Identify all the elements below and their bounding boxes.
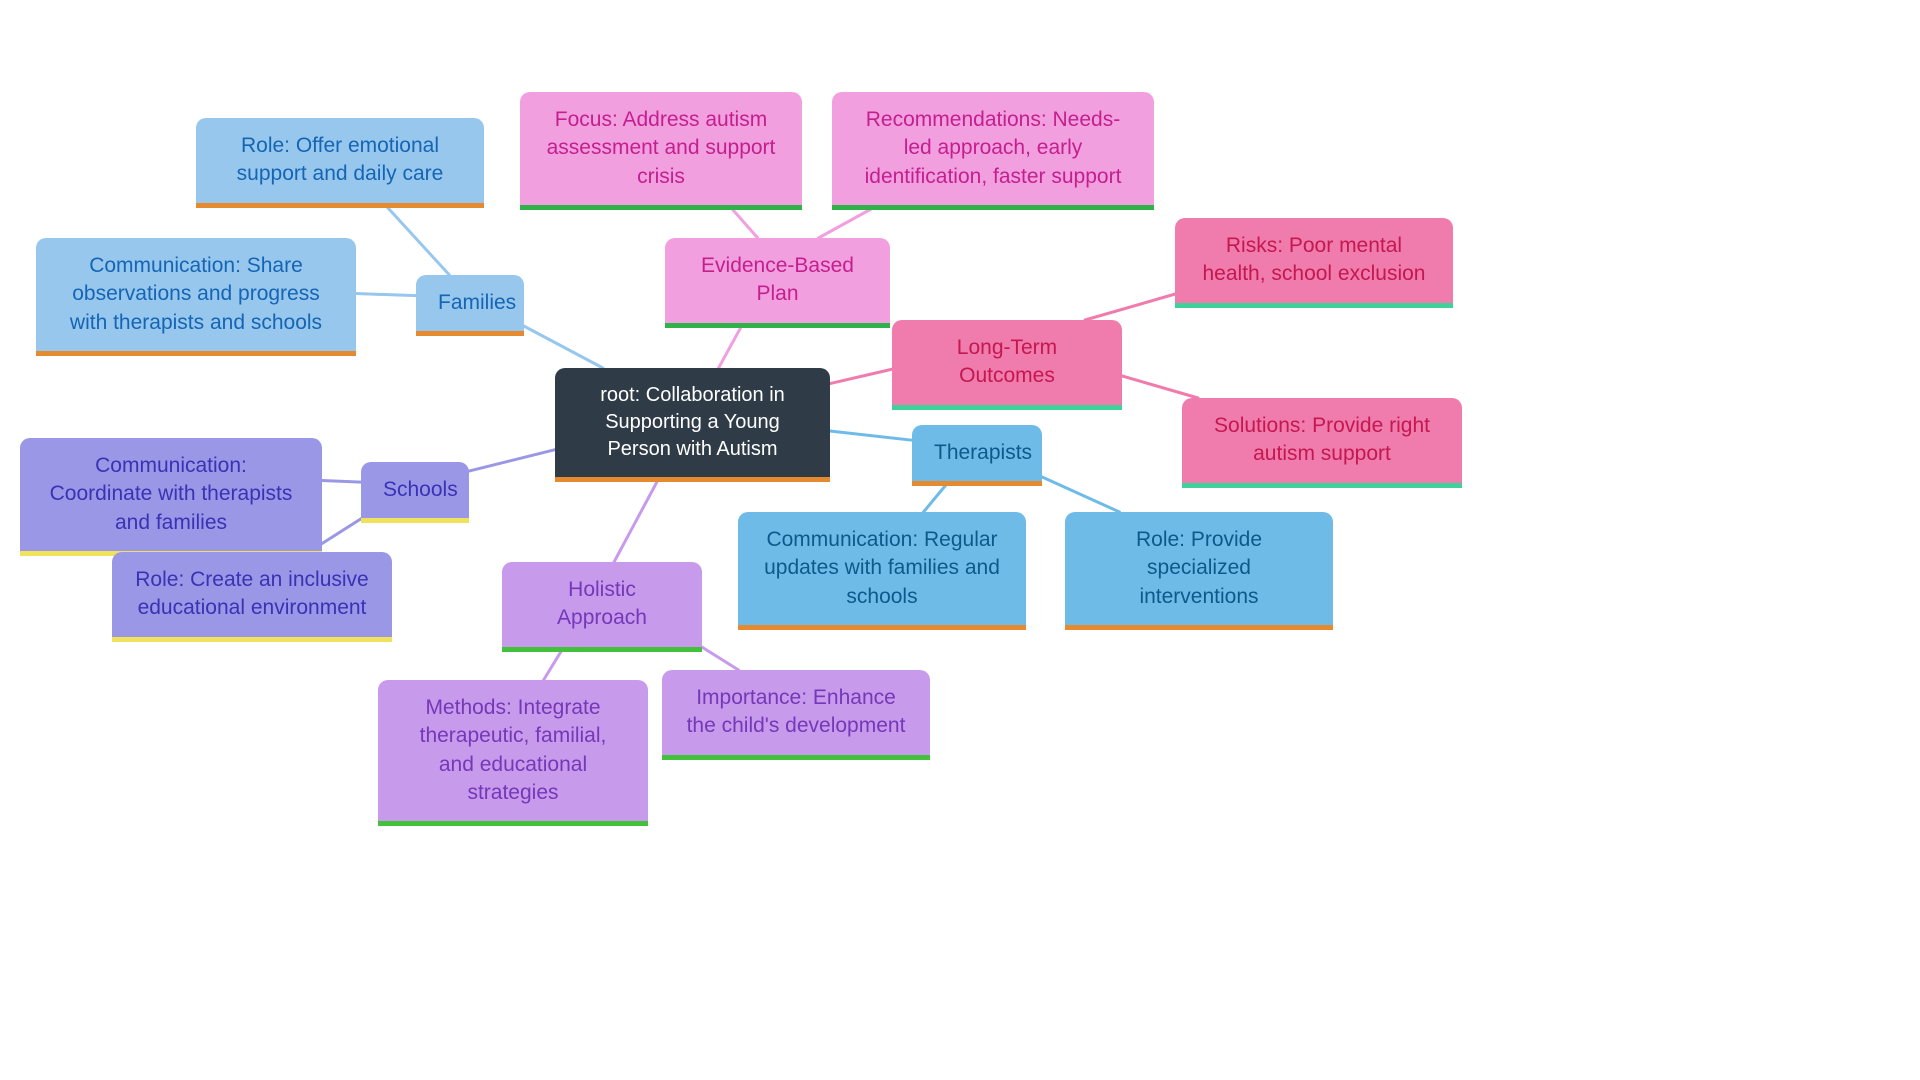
edge: [830, 431, 912, 440]
node-label: Schools: [383, 476, 447, 504]
node-holistic-importance[interactable]: Importance: Enhance the child's developm…: [662, 670, 930, 760]
node-label: Communication: Regular updates with fami…: [760, 526, 1004, 611]
node-evidence[interactable]: Evidence-Based Plan: [665, 238, 890, 328]
node-families-role[interactable]: Role: Offer emotional support and daily …: [196, 118, 484, 208]
node-label: Importance: Enhance the child's developm…: [684, 684, 908, 741]
mindmap-canvas: root: Collaboration in Supporting a Youn…: [0, 0, 1920, 1080]
node-label: Risks: Poor mental health, school exclus…: [1197, 232, 1431, 289]
node-evidence-rec[interactable]: Recommendations: Needs-led approach, ear…: [832, 92, 1154, 210]
node-schools[interactable]: Schools: [361, 462, 469, 523]
node-schools-comm[interactable]: Communication: Coordinate with therapist…: [20, 438, 322, 556]
node-label: Methods: Integrate therapeutic, familial…: [400, 694, 626, 807]
node-longterm[interactable]: Long-Term Outcomes: [892, 320, 1122, 410]
node-families-comm[interactable]: Communication: Share observations and pr…: [36, 238, 356, 356]
node-label: Focus: Address autism assessment and sup…: [542, 106, 780, 191]
node-holistic[interactable]: Holistic Approach: [502, 562, 702, 652]
edge: [1085, 290, 1189, 320]
node-therapists-comm[interactable]: Communication: Regular updates with fami…: [738, 512, 1026, 630]
node-longterm-risks[interactable]: Risks: Poor mental health, school exclus…: [1175, 218, 1453, 308]
node-holistic-methods[interactable]: Methods: Integrate therapeutic, familial…: [378, 680, 648, 826]
node-label: Recommendations: Needs-led approach, ear…: [854, 106, 1132, 191]
node-schools-role[interactable]: Role: Create an inclusive educational en…: [112, 552, 392, 642]
node-label: root: Collaboration in Supporting a Youn…: [577, 382, 808, 463]
node-families[interactable]: Families: [416, 275, 524, 336]
node-label: Role: Provide specialized interventions: [1087, 526, 1311, 611]
edge: [469, 450, 555, 471]
node-therapists[interactable]: Therapists: [912, 425, 1042, 486]
node-label: Communication: Share observations and pr…: [58, 252, 334, 337]
node-label: Long-Term Outcomes: [914, 334, 1100, 391]
node-label: Role: Offer emotional support and daily …: [218, 132, 462, 189]
node-label: Families: [438, 289, 502, 317]
node-label: Solutions: Provide right autism support: [1204, 412, 1440, 469]
node-label: Holistic Approach: [524, 576, 680, 633]
node-label: Evidence-Based Plan: [687, 252, 868, 309]
edge: [356, 294, 416, 296]
node-label: Communication: Coordinate with therapist…: [42, 452, 300, 537]
node-label: Therapists: [934, 439, 1020, 467]
node-evidence-focus[interactable]: Focus: Address autism assessment and sup…: [520, 92, 802, 210]
node-label: Role: Create an inclusive educational en…: [134, 566, 370, 623]
node-root[interactable]: root: Collaboration in Supporting a Youn…: [555, 368, 830, 482]
edge: [322, 480, 361, 482]
node-therapists-role[interactable]: Role: Provide specialized interventions: [1065, 512, 1333, 630]
edge: [512, 320, 603, 368]
node-longterm-solutions[interactable]: Solutions: Provide right autism support: [1182, 398, 1462, 488]
